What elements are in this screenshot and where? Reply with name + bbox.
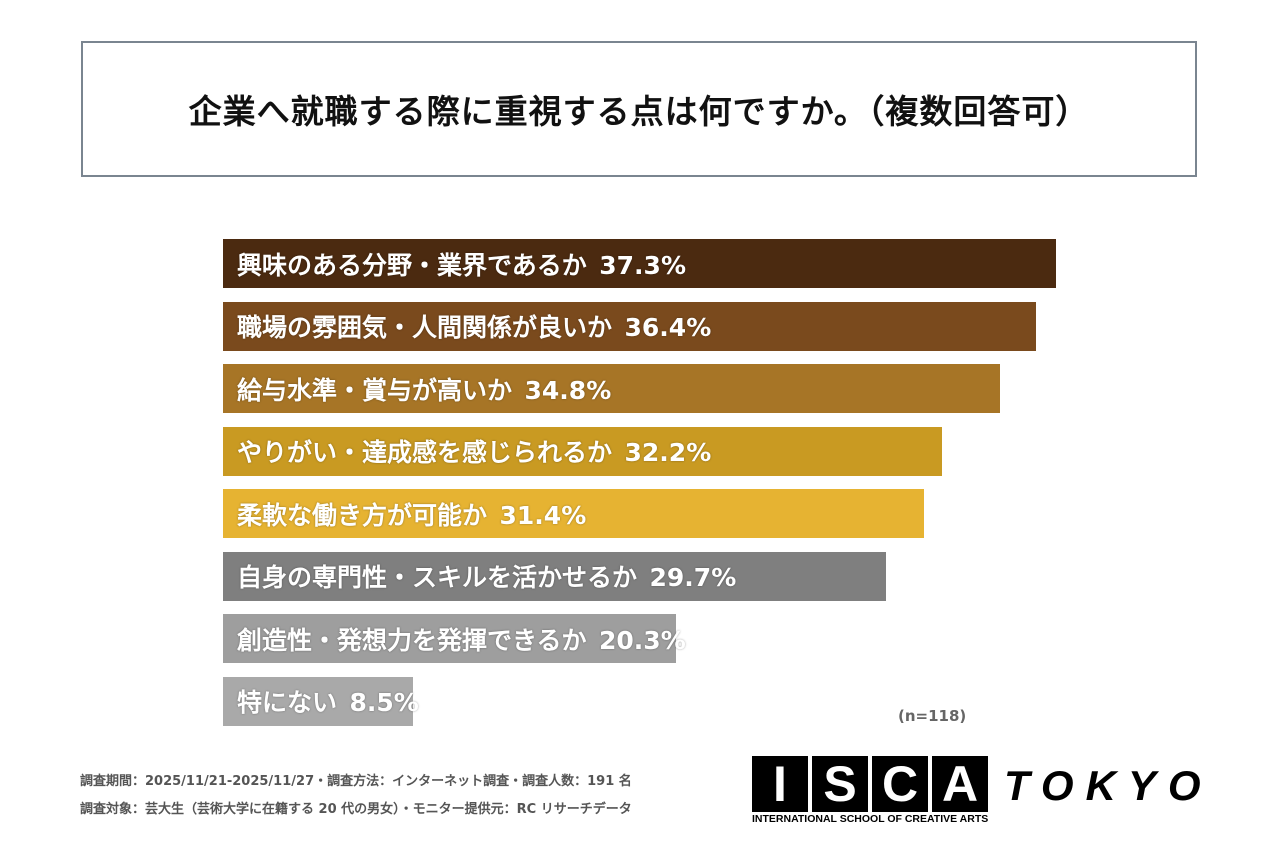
bar-label: 自身の専門性・スキルを活かせるか 29.7% (237, 558, 736, 594)
bar-label: 特にない 8.5% (237, 683, 419, 719)
bar-label: 興味のある分野・業界であるか 37.3% (237, 246, 686, 282)
bar: 職場の雰囲気・人間関係が良いか 36.4% (223, 301, 1036, 351)
value-label: 20.3% (599, 625, 686, 655)
bar-label: 給与水準・賞与が高いか 34.8% (237, 371, 611, 407)
bar-label: やりがい・達成感を感じられるか 32.2% (237, 433, 711, 469)
logo-letter: A (932, 756, 988, 812)
value-label: 29.7% (649, 563, 737, 592)
category-label: 柔軟な働き方が可能か (237, 500, 500, 530)
bar: 給与水準・賞与が高いか 34.8% (223, 364, 1001, 413)
value-label: 31.4% (499, 500, 587, 530)
value-label: 32.2% (624, 438, 712, 467)
bar: 興味のある分野・業界であるか 37.3% (223, 239, 1056, 288)
category-label: 職場の雰囲気・人間関係が良いか (237, 313, 625, 342)
bar: 自身の専門性・スキルを活かせるか 29.7% (223, 551, 887, 601)
value-label: 36.4% (624, 313, 712, 342)
logo-letter: I (752, 756, 808, 812)
logo-subtitle: INTERNATIONAL SCHOOL OF CREATIVE ARTS (752, 813, 989, 825)
title-box: 企業へ就職する際に重視する点は何ですか。（複数回答可） (81, 41, 1197, 177)
bar: 柔軟な働き方が可能か 31.4% (223, 489, 925, 538)
footer-line-2: 調査対象：芸大生（芸術大学に在籍する 20 代の男女）・モニター提供元：RC リ… (80, 802, 632, 817)
category-label: 興味のある分野・業界であるか (237, 250, 600, 280)
category-label: やりがい・達成感を感じられるか (237, 438, 625, 467)
category-label: 創造性・発想力を発揮できるか (237, 625, 600, 655)
category-label: 特にない (237, 688, 350, 717)
bar: 特にない 8.5% (223, 676, 419, 726)
value-label: 37.3% (599, 250, 686, 280)
category-label: 自身の専門性・スキルを活かせるか (237, 563, 650, 592)
footer-line-1: 調査期間：2025/11/21-2025/11/27・調査方法：インターネット調… (80, 774, 632, 789)
sample-size: (n=118) (898, 707, 967, 725)
logo-letter: S (812, 756, 868, 812)
category-label: 給与水準・賞与が高いか (237, 375, 525, 405)
bar-label: 柔軟な働き方が可能か 31.4% (237, 496, 586, 532)
value-label: 34.8% (524, 375, 612, 405)
chart-title: 企業へ就職する際に重視する点は何ですか。（複数回答可） (188, 92, 1090, 131)
logo-tokyo: TOKYO (1004, 762, 1213, 809)
logo-letter: C (872, 756, 928, 812)
bar-label: 職場の雰囲気・人間関係が良いか 36.4% (237, 308, 711, 344)
bar: 創造性・発想力を発揮できるか 20.3% (223, 614, 686, 663)
bar-label: 創造性・発想力を発揮できるか 20.3% (237, 621, 686, 657)
value-label: 8.5% (349, 688, 419, 717)
bar: やりがい・達成感を感じられるか 32.2% (223, 426, 943, 476)
